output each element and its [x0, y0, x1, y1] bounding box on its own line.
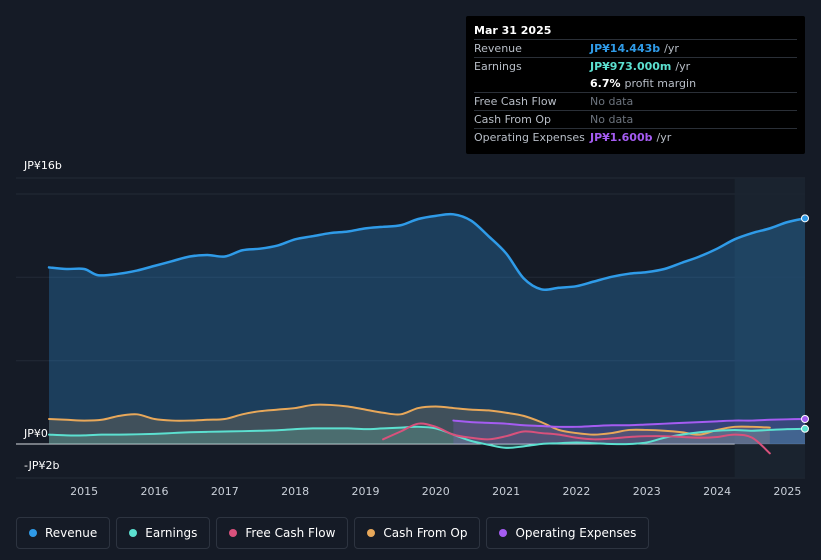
tooltip-value: JP¥14.443b: [590, 42, 661, 55]
tooltip-value: 6.7%: [590, 77, 621, 90]
series-fills: [49, 214, 805, 448]
tooltip-label: Revenue: [474, 42, 522, 55]
tooltip-label: Cash From Op: [474, 113, 552, 126]
revenue-dot-icon: [29, 529, 37, 537]
gridlines: [16, 177, 805, 479]
operating-expenses-end-point: [801, 415, 809, 423]
x-tick-label: 2023: [633, 485, 661, 498]
tooltip-value: No data: [590, 113, 634, 126]
x-tick-label: 2016: [140, 485, 168, 498]
legend-label: Earnings: [145, 526, 198, 540]
x-tick-label: 2024: [703, 485, 731, 498]
tooltip-label: Earnings: [474, 60, 522, 73]
x-axis: 2015 2016 2017 2018 2019 2020 2021 2022 2023 2024…: [70, 485, 801, 498]
x-tick-label: 2015: [70, 485, 98, 498]
x-tick-label: 2019: [351, 485, 379, 498]
tooltip-row-earnings: Earnings JP¥973.000m /yr: [474, 57, 797, 75]
tooltip-date: Mar 31 2025: [474, 24, 552, 37]
tooltip-label: Operating Expenses: [474, 131, 585, 144]
cash-from-op-line: [48, 403, 771, 436]
y-tick-label-zero: JP¥0: [24, 427, 48, 440]
legend-label: Revenue: [45, 526, 98, 540]
x-tick-label: 2022: [562, 485, 590, 498]
tooltip-unit: profit margin: [624, 77, 697, 90]
tooltip-unit: /yr: [675, 60, 691, 73]
tooltip-label: [474, 75, 590, 92]
x-tick-label: 2025: [773, 485, 801, 498]
y-tick-label-top: JP¥16b: [24, 159, 62, 172]
legend: Revenue Earnings Free Cash Flow Cash Fro…: [16, 517, 650, 549]
cash-from-op-dot-icon: [367, 529, 376, 537]
series-lines: [47, 212, 807, 455]
revenue-end-point: [801, 214, 809, 223]
tooltip-value: JP¥973.000m: [590, 60, 672, 73]
legend-item-free-cash-flow[interactable]: Free Cash Flow: [216, 517, 349, 549]
revenue-area: [49, 214, 805, 444]
x-tick-label: 2018: [281, 485, 309, 498]
tooltip-unit: /yr: [656, 131, 672, 144]
legend-item-earnings[interactable]: Earnings: [116, 517, 211, 549]
earnings-line: [48, 425, 806, 449]
revenue-line: [47, 212, 807, 292]
legend-item-operating-expenses[interactable]: Operating Expenses: [486, 517, 650, 549]
tooltip-row-fcf: Free Cash Flow No data: [474, 92, 797, 110]
free-cash-flow-dot-icon: [229, 529, 238, 537]
earnings-end-point: [801, 424, 809, 433]
y-tick-label-bottom: -JP¥2b: [24, 459, 60, 472]
tooltip-unit: /yr: [664, 42, 679, 55]
free-cash-flow-line: [382, 422, 771, 455]
operating-expenses-line: [452, 418, 806, 428]
tooltip-panel: Mar 31 2025 Revenue JP¥14.443b /yr Earni…: [466, 16, 805, 154]
tooltip-row-opex: Operating Expenses JP¥1.600b /yr: [474, 128, 797, 146]
tooltip-value: No data: [590, 95, 634, 108]
x-tick-label: 2021: [492, 485, 520, 498]
legend-item-revenue[interactable]: Revenue: [16, 517, 111, 549]
x-tick-label: 2017: [211, 485, 239, 498]
x-tick-label: 2020: [422, 485, 450, 498]
tooltip-row-margin: 6.7% profit margin: [474, 75, 797, 92]
legend-label: Cash From Op: [383, 526, 468, 540]
tooltip-row-cfo: Cash From Op No data: [474, 110, 797, 128]
cash-from-op-area: [49, 404, 770, 444]
tooltip-row-revenue: Revenue JP¥14.443b /yr: [474, 39, 797, 57]
end-markers: [801, 214, 809, 433]
earnings-dot-icon: [129, 529, 138, 537]
tooltip-value: JP¥1.600b: [590, 131, 653, 144]
legend-label: Free Cash Flow: [245, 526, 336, 540]
legend-item-cash-from-op[interactable]: Cash From Op: [354, 517, 481, 549]
operating-expenses-dot-icon: [499, 529, 508, 537]
legend-label: Operating Expenses: [515, 526, 637, 540]
tooltip-label: Free Cash Flow: [474, 95, 557, 108]
